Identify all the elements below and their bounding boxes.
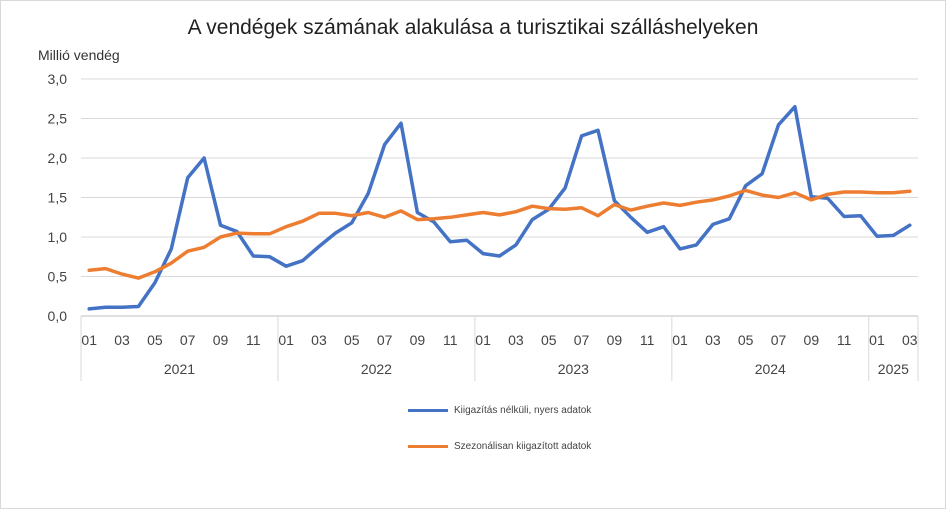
y-tick-label: 2,5 [48,111,68,127]
x-tick-label: 03 [705,332,721,348]
year-label: 2023 [558,361,589,377]
x-tick-label: 03 [902,332,918,348]
x-tick-label: 07 [180,332,196,348]
y-tick-label: 0,0 [48,308,68,324]
legend-label-seasonal: Szezonálisan kiigazított adatok [454,440,592,452]
x-tick-label: 03 [508,332,524,348]
year-label: 2024 [755,361,786,377]
x-tick-label: 09 [804,332,820,348]
x-tick-label: 01 [81,332,97,348]
x-tick-label: 05 [344,332,360,348]
x-tick-label: 11 [640,332,655,348]
x-tick-label: 05 [541,332,557,348]
x-tick-label: 11 [443,332,458,348]
x-tick-label: 03 [114,332,130,348]
gridlines [81,78,918,317]
x-tick-label: 07 [377,332,393,348]
x-tick-label: 11 [246,332,261,348]
series-line-seasonal [87,188,912,280]
x-tick-label: 01 [278,332,294,348]
x-tick-label: 11 [837,332,852,348]
x-axis: 01 03 05 07 09 11 01 03 05 07 09 11 01 03 05 07 09 11 01 03… [80,316,919,381]
series-line-raw [87,104,912,311]
x-tick-label: 03 [311,332,327,348]
y-tick-label: 3,0 [48,71,68,87]
year-label: 2025 [878,361,909,377]
x-tick-label: 05 [738,332,754,348]
y-tick-label: 0,5 [48,269,68,285]
legend-item-seasonal: Szezonálisan kiigazított adatok [408,439,591,453]
series-lines [87,104,912,311]
x-tick-label: 07 [574,332,590,348]
x-tick-label: 01 [672,332,688,348]
y-tick-label: 1,0 [48,229,68,245]
legend-label-raw: Kiigazítás nélküli, nyers adatok [454,404,592,416]
year-label: 2022 [361,361,392,377]
chart-title: A vendégek számának alakulása a turiszti… [187,16,759,39]
legend-item-raw: Kiigazítás nélküli, nyers adatok [408,403,591,417]
legend-swatch-seasonal [408,444,448,448]
legend-swatch-raw [408,408,448,412]
x-tick-label: 05 [147,332,163,348]
y-tick-label: 1,5 [48,190,68,206]
y-tick-label: 2,0 [48,150,68,166]
x-tick-label: 09 [213,332,229,348]
year-label: 2021 [164,361,195,377]
x-tick-label: 07 [771,332,787,348]
x-tick-label: 01 [869,332,885,348]
x-tick-label: 09 [607,332,623,348]
x-tick-label: 01 [475,332,491,348]
y-axis-label: Millió vendég [38,47,120,63]
y-tick-labels: 0,0 0,5 1,0 1,5 2,0 2,5 3,0 [48,71,68,324]
x-tick-label: 09 [410,332,426,348]
